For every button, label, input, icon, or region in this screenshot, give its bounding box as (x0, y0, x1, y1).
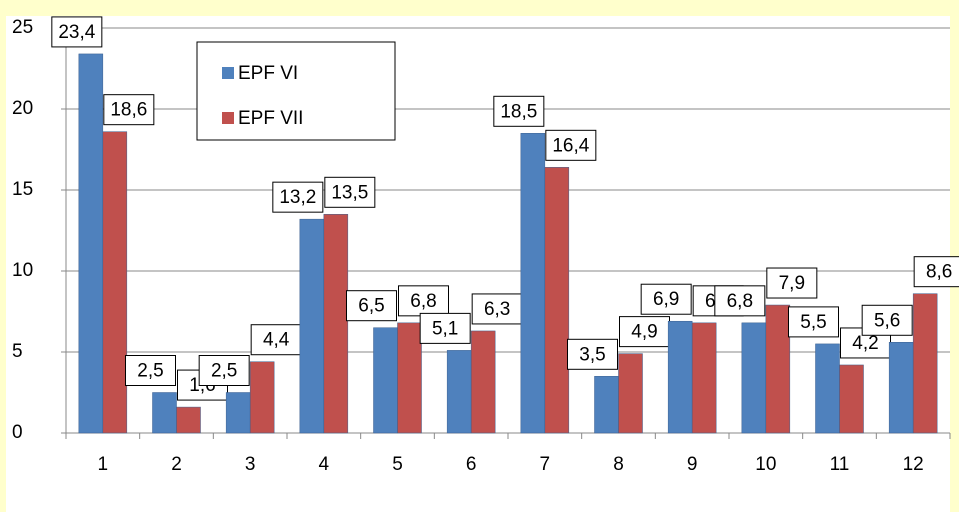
bar (888, 342, 914, 434)
legend-label: EPF VI (238, 63, 298, 84)
value-label: 16,4 (552, 135, 589, 156)
value-label-box (567, 338, 618, 370)
bar (618, 353, 643, 434)
value-label: 2,5 (137, 361, 163, 382)
value-label: 4,2 (852, 333, 878, 354)
bar (520, 133, 546, 434)
value-label-box (861, 304, 913, 336)
value-label-box (103, 94, 155, 126)
bar (691, 322, 717, 434)
x-tick-label: 11 (830, 454, 850, 475)
y-tick-label: 15 (12, 179, 33, 200)
bar (765, 304, 791, 434)
value-label-box (493, 95, 545, 127)
value-label-box (398, 285, 449, 317)
bar (544, 167, 570, 434)
value-label-box (471, 293, 523, 325)
x-tick-label: 10 (755, 454, 776, 475)
value-label: 5,5 (800, 312, 826, 333)
bar (102, 131, 128, 434)
x-tick-label: 3 (245, 454, 256, 475)
value-label: 5,6 (874, 310, 900, 331)
value-label-box (913, 256, 959, 288)
value-label-box (125, 355, 176, 386)
value-label-box (198, 355, 250, 386)
value-label: 7,9 (779, 273, 805, 294)
x-tick-label: 2 (171, 454, 182, 475)
bar (397, 322, 422, 434)
bar (152, 392, 177, 434)
value-label: 6,3 (484, 299, 510, 320)
value-label: 18,5 (500, 101, 537, 122)
bar (78, 53, 104, 434)
bar (912, 293, 938, 434)
x-tick-label: 6 (466, 454, 477, 475)
bar (470, 330, 496, 434)
value-label-box (272, 181, 324, 213)
value-label: 13,2 (279, 187, 316, 208)
value-label-box (545, 129, 597, 161)
value-label: 6,5 (358, 296, 384, 317)
value-label: 6,9 (653, 289, 679, 310)
bar (299, 218, 325, 434)
value-label: 6,8 (727, 291, 753, 312)
value-label-box (640, 283, 692, 315)
value-label: 5,1 (432, 318, 458, 339)
value-label: 18,6 (110, 100, 147, 121)
y-tick-label: 25 (12, 17, 33, 38)
y-tick-label: 20 (12, 98, 33, 119)
value-label: 2,5 (211, 361, 237, 382)
value-label: 4,4 (263, 330, 290, 351)
bar (323, 214, 349, 434)
value-label-box (346, 290, 397, 322)
y-tick-label: 10 (12, 260, 33, 281)
value-label-box (419, 312, 471, 344)
value-label-box (324, 176, 376, 208)
bar (741, 322, 767, 434)
legend-swatch (222, 67, 234, 79)
x-tick-label: 9 (687, 454, 698, 475)
value-label: 13,5 (331, 182, 368, 203)
value-label-box (51, 16, 103, 48)
value-label: 6,8 (410, 291, 436, 312)
bar (373, 327, 398, 434)
x-tick-label: 5 (392, 454, 403, 475)
y-tick-label: 5 (12, 341, 23, 362)
value-label-box (788, 306, 839, 338)
value-label: 8,6 (926, 262, 952, 283)
bar (667, 320, 693, 434)
value-label-box (714, 285, 766, 317)
bar (446, 350, 472, 434)
value-label-box (619, 316, 670, 348)
x-tick-label: 4 (319, 454, 330, 475)
bar (176, 406, 201, 434)
x-tick-label: 12 (903, 454, 924, 475)
bar (225, 392, 251, 434)
x-tick-label: 1 (98, 454, 109, 475)
value-label-box (250, 324, 302, 356)
bar (815, 343, 840, 434)
chart-area (6, 16, 950, 512)
value-label: 4,9 (631, 322, 657, 343)
y-tick-label: 0 (12, 422, 23, 443)
legend-label: EPF VII (238, 108, 303, 129)
bar (594, 376, 619, 434)
value-label: 3,5 (579, 344, 605, 365)
value-label: 23,4 (58, 22, 95, 43)
value-label-box (766, 267, 818, 299)
x-tick-label: 7 (540, 454, 551, 475)
bar (839, 364, 864, 434)
legend-swatch (222, 112, 234, 124)
bar (249, 361, 275, 434)
x-tick-label: 8 (613, 454, 624, 475)
